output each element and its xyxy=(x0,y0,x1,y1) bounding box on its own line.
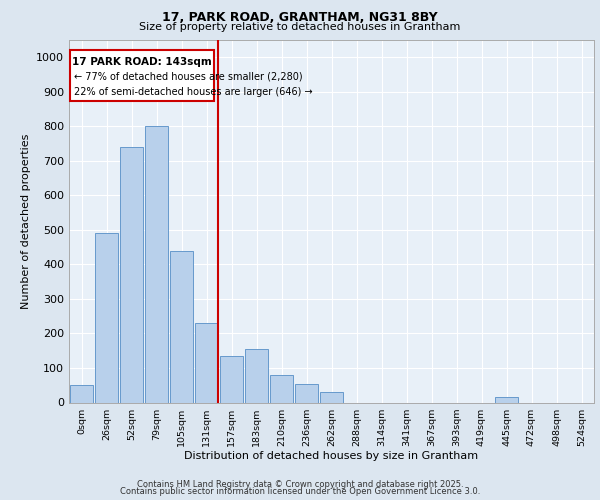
Y-axis label: Number of detached properties: Number of detached properties xyxy=(20,134,31,309)
Text: Size of property relative to detached houses in Grantham: Size of property relative to detached ho… xyxy=(139,22,461,32)
X-axis label: Distribution of detached houses by size in Grantham: Distribution of detached houses by size … xyxy=(184,452,479,462)
Bar xyxy=(145,126,168,402)
Bar xyxy=(295,384,318,402)
Bar xyxy=(245,349,268,403)
Bar xyxy=(95,234,118,402)
Bar xyxy=(495,398,518,402)
Bar xyxy=(120,147,143,403)
Text: Contains public sector information licensed under the Open Government Licence 3.: Contains public sector information licen… xyxy=(120,488,480,496)
Bar xyxy=(70,50,214,101)
Text: ← 77% of detached houses are smaller (2,280): ← 77% of detached houses are smaller (2,… xyxy=(74,72,302,82)
Bar xyxy=(170,250,193,402)
Bar xyxy=(220,356,243,403)
Bar xyxy=(70,385,93,402)
Text: 22% of semi-detached houses are larger (646) →: 22% of semi-detached houses are larger (… xyxy=(74,87,313,97)
Bar xyxy=(320,392,343,402)
Bar xyxy=(195,323,218,402)
Text: Contains HM Land Registry data © Crown copyright and database right 2025.: Contains HM Land Registry data © Crown c… xyxy=(137,480,463,489)
Bar xyxy=(270,375,293,402)
Text: 17 PARK ROAD: 143sqm: 17 PARK ROAD: 143sqm xyxy=(72,56,212,66)
Text: 17, PARK ROAD, GRANTHAM, NG31 8BY: 17, PARK ROAD, GRANTHAM, NG31 8BY xyxy=(162,11,438,24)
